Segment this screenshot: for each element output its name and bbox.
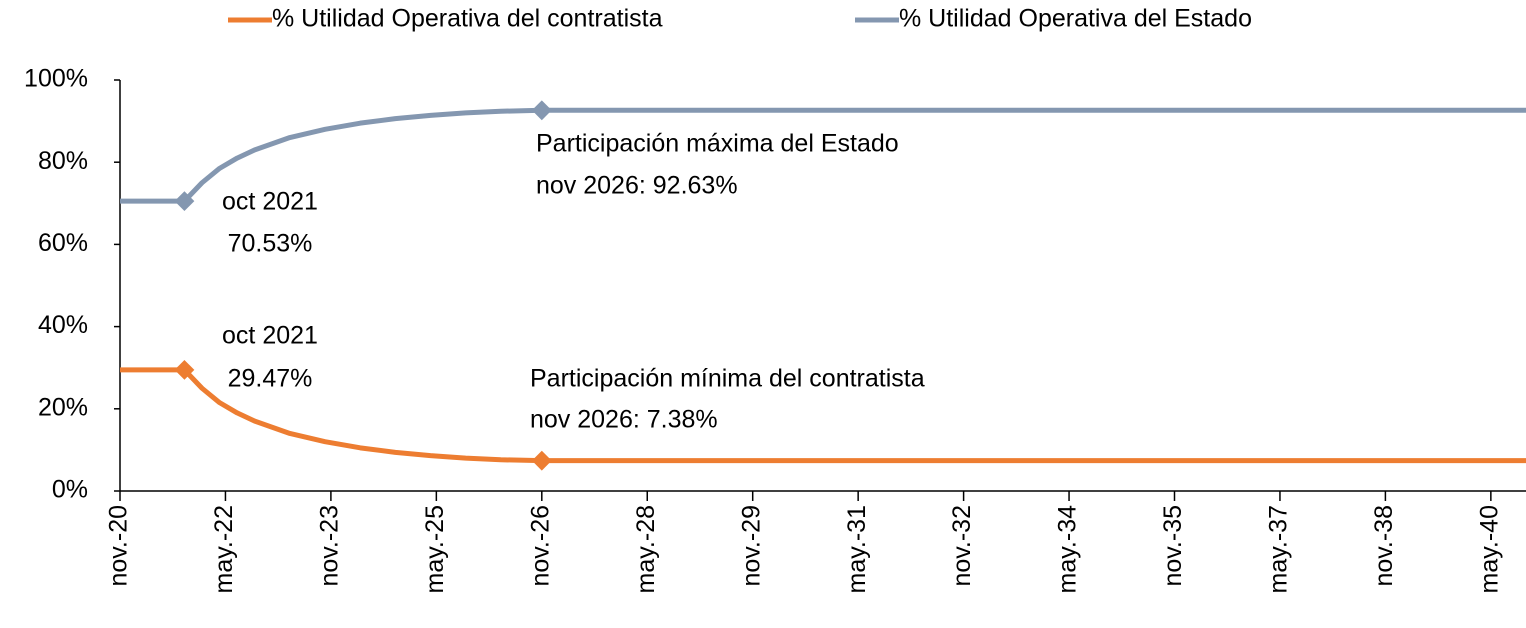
- y-tick-label: 80%: [38, 147, 88, 175]
- series-line: [120, 107, 1526, 204]
- x-tick-label: may.-34: [1054, 505, 1082, 594]
- y-tick-label: 20%: [38, 393, 88, 421]
- x-tick-label: may.-40: [1475, 505, 1503, 593]
- x-tick-label: nov.-35: [1159, 505, 1187, 587]
- annotation: oct 2021: [222, 188, 318, 216]
- x-tick-label: nov.-38: [1370, 505, 1398, 587]
- annotation: 70.53%: [228, 230, 313, 258]
- annotation: Participación mínima del contratista: [530, 365, 925, 393]
- y-tick-label: 60%: [38, 229, 88, 257]
- annotation: oct 2021: [222, 322, 318, 350]
- annotation: 29.47%: [228, 365, 313, 393]
- annotation: Participación máxima del Estado: [536, 130, 899, 158]
- y-tick-label: 0%: [52, 476, 88, 504]
- x-tick-label: nov.-26: [526, 505, 554, 587]
- annotation: nov 2026: 92.63%: [536, 172, 738, 200]
- series-line: [120, 367, 1526, 464]
- point-marker: [174, 191, 195, 212]
- annotation: nov 2026: 7.38%: [530, 406, 718, 434]
- x-tick-label: may.-25: [421, 505, 449, 593]
- legend-label: % Utilidad Operativa del Estado: [899, 5, 1252, 33]
- x-tick-label: may.-22: [210, 505, 238, 593]
- point-marker: [174, 359, 195, 380]
- legend-label: % Utilidad Operativa del contratista: [272, 5, 663, 33]
- x-tick-label: nov.-23: [316, 505, 344, 587]
- x-tick-label: nov.-20: [105, 505, 133, 587]
- x-tick-label: may.-28: [632, 505, 660, 593]
- x-tick-label: may.-37: [1265, 505, 1293, 593]
- x-tick-label: nov.-32: [948, 505, 976, 587]
- x-tick-label: nov.-29: [737, 505, 765, 587]
- x-tick-label: may.-31: [843, 505, 871, 593]
- y-tick-label: 100%: [24, 65, 88, 93]
- point-marker: [531, 100, 552, 121]
- y-tick-label: 40%: [38, 311, 88, 339]
- point-marker: [531, 450, 552, 471]
